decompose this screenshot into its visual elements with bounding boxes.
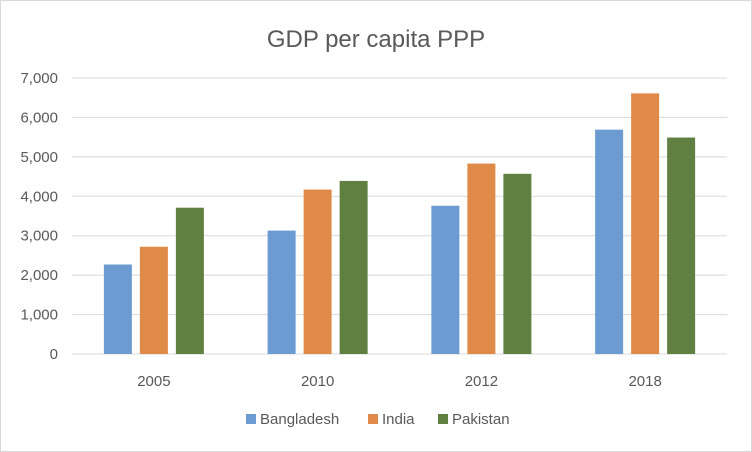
bar-india-2018 xyxy=(631,93,660,355)
legend-swatch-pakistan xyxy=(438,414,448,424)
y-tick-label: 4,000 xyxy=(20,188,58,205)
bar-pakistan-2012 xyxy=(503,173,532,354)
legend: Bangladesh India Pakistan xyxy=(246,411,510,428)
chart-title: GDP per capita PPP xyxy=(267,26,485,53)
x-axis-tick-labels: 2005 2010 2012 2018 xyxy=(137,373,662,390)
x-tick-label: 2005 xyxy=(137,373,170,390)
bar-india-2012 xyxy=(467,163,496,354)
x-tick-label: 2012 xyxy=(465,373,498,390)
bars xyxy=(103,93,696,355)
bar-bangladesh-2018 xyxy=(595,129,624,354)
legend-label-india: India xyxy=(382,411,415,428)
bar-india-2010 xyxy=(303,189,332,354)
bar-pakistan-2018 xyxy=(667,137,696,354)
bar-bangladesh-2005 xyxy=(103,264,132,354)
legend-label-pakistan: Pakistan xyxy=(452,411,510,428)
y-tick-label: 2,000 xyxy=(20,267,58,284)
legend-swatch-bangladesh xyxy=(246,414,256,424)
bar-india-2005 xyxy=(139,246,168,354)
y-tick-label: 5,000 xyxy=(20,149,58,166)
gridlines xyxy=(72,77,727,355)
y-tick-label: 3,000 xyxy=(20,228,58,245)
y-tick-label: 7,000 xyxy=(20,70,58,87)
bar-bangladesh-2010 xyxy=(267,230,296,354)
x-tick-label: 2010 xyxy=(301,373,334,390)
bar-bangladesh-2012 xyxy=(431,205,460,354)
y-tick-label: 0 xyxy=(50,346,58,363)
y-axis-tick-labels: 0 1,000 2,000 3,000 4,000 5,000 6,000 7,000 xyxy=(20,70,58,363)
x-tick-label: 2018 xyxy=(628,373,661,390)
y-tick-label: 6,000 xyxy=(20,109,58,126)
legend-label-bangladesh: Bangladesh xyxy=(260,411,339,428)
legend-swatch-india xyxy=(368,414,378,424)
bar-pakistan-2010 xyxy=(339,180,368,354)
y-tick-label: 1,000 xyxy=(20,307,58,324)
bar-pakistan-2005 xyxy=(175,207,204,354)
